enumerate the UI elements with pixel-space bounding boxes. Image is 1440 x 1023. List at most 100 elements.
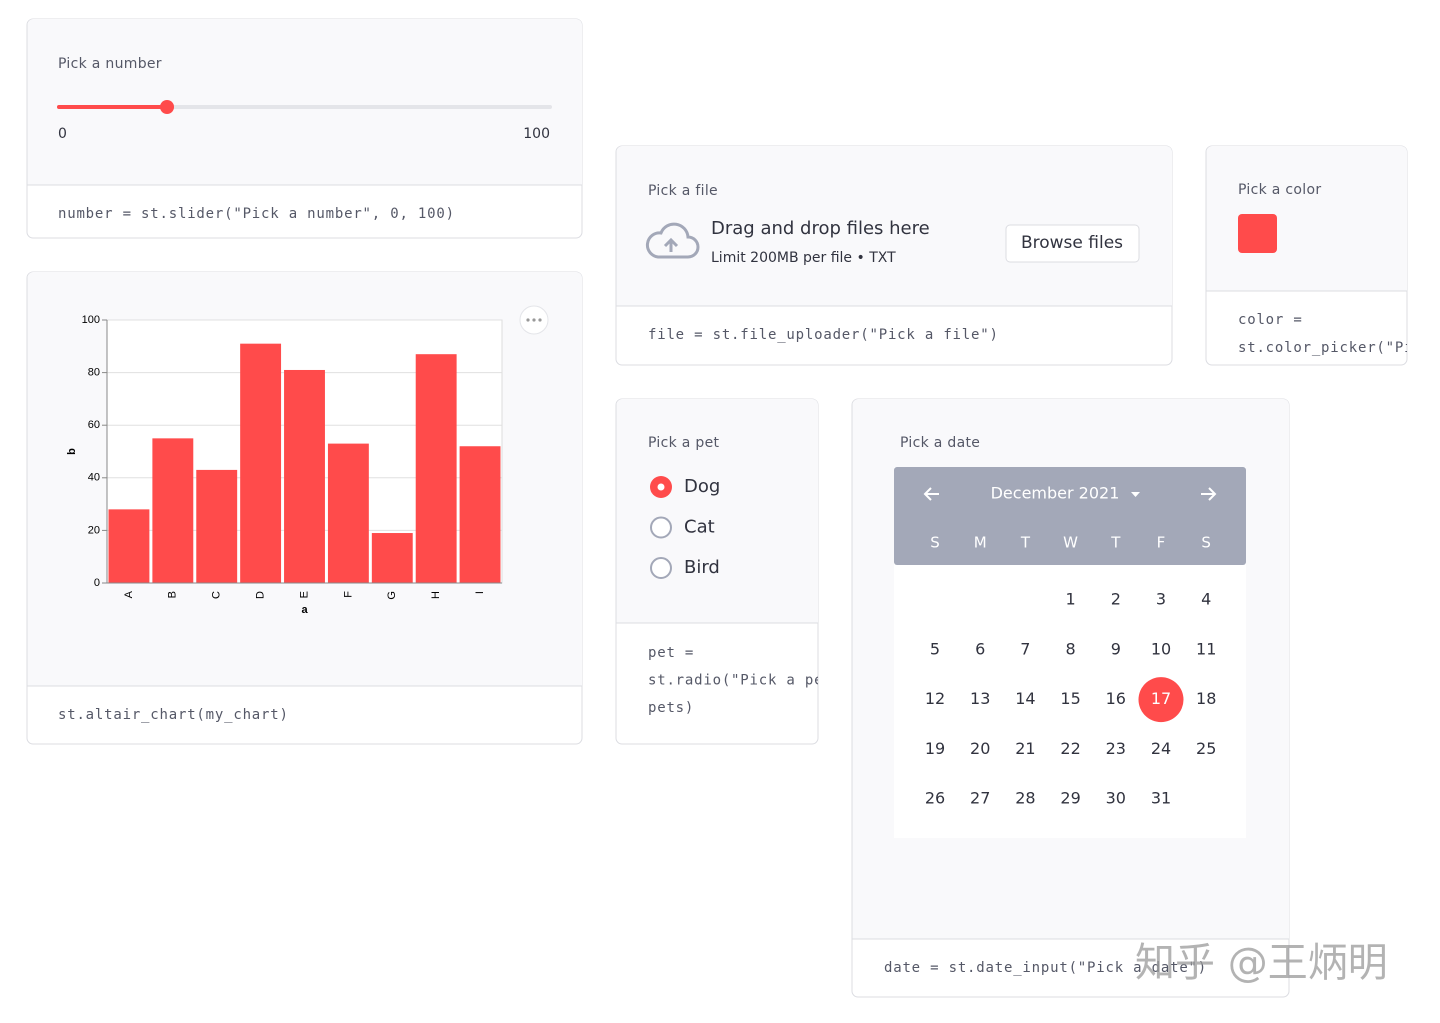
selected-day: [1138, 677, 1184, 723]
day-cell[interactable]: 22: [1060, 739, 1080, 758]
day-cell[interactable]: 25: [1196, 739, 1216, 758]
browse-button[interactable]: Browse files: [1005, 224, 1140, 263]
next-arrow[interactable]: [1201, 487, 1217, 501]
day-cell[interactable]: 19: [925, 739, 945, 758]
color-card: Pick a color color = st.color_picker("Pi: [1205, 145, 1413, 366]
day: 1: [1066, 590, 1076, 609]
day: 11: [1196, 639, 1216, 658]
menu-dot: [532, 318, 536, 322]
day-cell[interactable]: 8: [1066, 639, 1076, 658]
day: 25: [1196, 739, 1216, 758]
day: 29: [1060, 789, 1080, 808]
y-tick-label: 0: [94, 577, 100, 589]
x-axis-title: a: [301, 604, 308, 616]
y-tick-label: 60: [88, 419, 100, 431]
day-cell[interactable]: 11: [1196, 639, 1216, 658]
x-tick-label: H: [430, 591, 442, 599]
day-cell[interactable]: 27: [970, 789, 990, 808]
radio-dot: [657, 483, 665, 491]
option-text: Dog: [684, 476, 720, 497]
code: number = st.slider("Pick a number", 0, 1…: [58, 206, 455, 222]
day-cell[interactable]: 5: [930, 639, 940, 658]
radio-circle: [650, 557, 672, 579]
option-text: Bird: [684, 557, 720, 578]
day-cell[interactable]: 28: [1015, 789, 1035, 808]
x-tick-label: G: [386, 591, 398, 600]
day: 3: [1156, 590, 1166, 609]
day-cell[interactable]: 26: [925, 789, 945, 808]
day: 30: [1106, 789, 1126, 808]
day-cell[interactable]: 15: [1060, 689, 1080, 708]
code: date = st.date_input("Pick a date"): [884, 960, 1207, 976]
day: 14: [1015, 689, 1035, 708]
day-cell[interactable]: 17: [1138, 677, 1184, 723]
weekday: S: [930, 534, 940, 552]
thumb[interactable]: [160, 100, 175, 114]
card-top: [616, 399, 818, 623]
day: 16: [1106, 689, 1126, 708]
y-tick-label: 20: [88, 524, 100, 536]
radio-option[interactable]: Dog: [650, 476, 720, 498]
day-cell[interactable]: 20: [970, 739, 990, 758]
day: 7: [1020, 639, 1030, 658]
x-tick-label: D: [255, 591, 267, 599]
day-cell[interactable]: 16: [1106, 689, 1126, 708]
day-cell[interactable]: 31: [1151, 789, 1171, 808]
label: Pick a pet: [648, 435, 720, 451]
bar: [108, 509, 150, 583]
day: 17: [1151, 689, 1171, 708]
label: Pick a color: [1238, 182, 1321, 198]
max-label: 100: [523, 126, 550, 142]
code: st.radio("Pick a pe: [648, 673, 823, 689]
code: st.altair_chart(my_chart): [58, 707, 289, 723]
day-cell[interactable]: 21: [1015, 739, 1035, 758]
day-cell[interactable]: 24: [1151, 739, 1171, 758]
weekday: M: [974, 534, 987, 552]
prev-arrow[interactable]: [923, 487, 939, 501]
radio-option[interactable]: Bird: [650, 557, 720, 579]
day-cell[interactable]: 9: [1111, 639, 1121, 658]
day-cell[interactable]: 12: [925, 689, 945, 708]
day-cell[interactable]: 2: [1111, 590, 1121, 609]
day: 8: [1066, 639, 1076, 658]
day-cell[interactable]: 7: [1020, 639, 1030, 658]
day-cell[interactable]: 13: [970, 689, 990, 708]
day: 6: [975, 639, 985, 658]
code-wrap: pet = st.radio("Pick a pe pets): [648, 645, 823, 716]
day-cell[interactable]: 10: [1151, 639, 1171, 658]
label: Pick a number: [58, 56, 162, 72]
color-swatch[interactable]: [1238, 214, 1277, 253]
day-cell[interactable]: 6: [975, 639, 985, 658]
bar: [152, 438, 194, 583]
weekday: T: [1110, 534, 1121, 552]
menu-dot: [538, 318, 542, 322]
card-top: [27, 19, 582, 185]
day-cell[interactable]: 23: [1106, 739, 1126, 758]
day: 27: [970, 789, 990, 808]
day-cell[interactable]: 30: [1106, 789, 1126, 808]
month-title[interactable]: December 2021: [991, 484, 1120, 503]
code: pet =: [648, 645, 694, 661]
day-cell[interactable]: 1: [1066, 590, 1076, 609]
weekday: F: [1157, 534, 1166, 552]
bar: [415, 354, 457, 583]
x-tick-label: F: [342, 591, 354, 598]
bar: [459, 446, 501, 583]
x-tick-label: C: [211, 591, 223, 599]
day-cell[interactable]: 18: [1196, 689, 1216, 708]
day: 2: [1111, 590, 1121, 609]
weekday: W: [1063, 534, 1078, 552]
min-label: 0: [58, 126, 67, 142]
x-tick-label: E: [298, 591, 310, 598]
arrow-icon: [663, 237, 679, 252]
weekday: T: [1020, 534, 1031, 552]
day-cell[interactable]: 4: [1201, 590, 1211, 609]
day-cell[interactable]: 29: [1060, 789, 1080, 808]
label: Pick a date: [900, 435, 980, 451]
day-cell[interactable]: 3: [1156, 590, 1166, 609]
day-cell[interactable]: 14: [1015, 689, 1035, 708]
code: st.color_picker("Pi: [1238, 340, 1413, 356]
radio-option[interactable]: Cat: [650, 516, 715, 539]
day: 19: [925, 739, 945, 758]
